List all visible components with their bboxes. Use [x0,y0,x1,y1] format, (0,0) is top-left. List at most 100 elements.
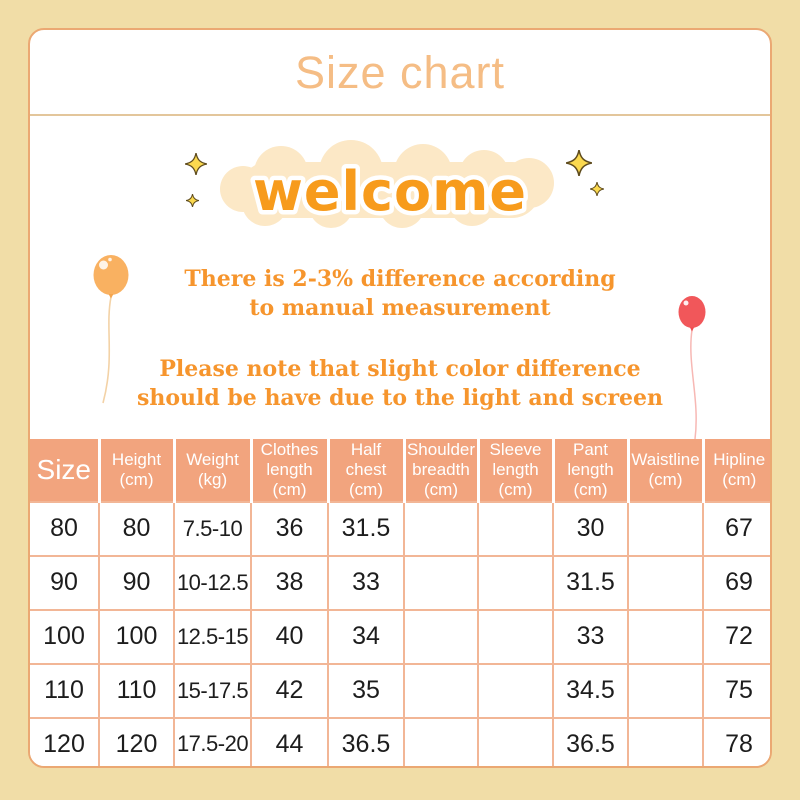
header-label: Waistline [631,449,700,469]
welcome-text: welcome [248,156,530,228]
table-cell: 33 [327,554,405,611]
table-cell: 10-12.5 [173,554,252,611]
sparkle-icon [590,182,604,196]
table-cell: 110 [30,662,100,719]
table-cell [627,662,704,719]
header-label: Weight [186,449,239,469]
table-row: 100 100 12.5-15 40 34 33 72 [30,608,770,665]
table-cell [477,608,554,665]
table-cell: 120 [30,716,100,766]
welcome-cloud [220,140,555,229]
header-label: Size [36,454,91,486]
table-cell [627,716,704,766]
note-line: Please note that slight color difference [159,356,641,382]
table-cell [477,662,554,719]
table-cell: 100 [98,608,175,665]
table-cell: 42 [250,662,329,719]
header-unit: (cm) [119,470,154,489]
table-cell: 44 [250,716,329,766]
header-unit: (cm) [498,480,533,500]
header-label: Clothes length [260,439,319,479]
header-cell-clothes-length: Clothes length (cm) [249,439,330,503]
table-cell: 40 [250,608,329,665]
table-cell: 90 [30,554,100,611]
table-cell [403,554,479,611]
table-cell: 31.5 [552,554,629,611]
table-cell [477,716,554,766]
header-cell-weight: Weight (kg) [172,439,253,503]
header-row: Size Height (cm) Weight (kg) Clothes length (c… [30,439,770,503]
table-row: 80 80 7.5-10 36 31.5 30 67 [30,501,770,557]
table-cell: 31.5 [327,501,405,557]
size-chart-card: Size chart welcome [28,28,772,768]
table-cell [477,501,554,557]
table-cell: 15-17.5 [173,662,252,719]
sparkle-icon [185,153,207,175]
size-table: Size Height (cm) Weight (kg) Clothes length (c… [30,439,770,766]
note-line: to manual measurement [249,295,551,321]
table-cell: 17.5-20 [173,716,252,766]
table-cell: 36.5 [327,716,405,766]
header-label: Sleeve length [489,439,542,479]
red-balloon-icon [678,296,706,440]
table-cell [403,608,479,665]
table-body: 80 80 7.5-10 36 31.5 30 67 90 90 10-12.5 38 33 31.5 6… [30,501,770,766]
header-unit: (cm) [648,470,683,489]
table-cell [627,554,704,611]
header-unit: (cm) [722,470,757,489]
header-cell-pant-length: Pant length (cm) [551,439,630,503]
header-cell-sleeve-length: Sleeve length (cm) [476,439,555,503]
header-label: Shoulder breadth [406,439,476,479]
header-unit: (kg) [197,470,228,489]
header-cell-size: Size [30,439,101,503]
table-cell [403,501,479,557]
table-cell: 80 [98,501,175,557]
page-title: Size chart [294,47,506,98]
table-cell: 69 [702,554,770,611]
table-cell: 110 [98,662,175,719]
table-cell: 72 [702,608,770,665]
sparkle-icon [566,150,592,176]
table-row: 90 90 10-12.5 38 33 31.5 69 [30,554,770,611]
table-cell [627,608,704,665]
table-cell: 80 [30,501,100,557]
header-cell-waistline: Waistline (cm) [626,439,705,503]
table-cell: 36.5 [552,716,629,766]
table-cell: 100 [30,608,100,665]
header-cell-hipline: Hipline (cm) [701,439,770,503]
table-cell: 38 [250,554,329,611]
header-label: Hipline [713,449,766,469]
table-cell: 34 [327,608,405,665]
table-cell: 12.5-15 [173,608,252,665]
table-cell [403,662,479,719]
note-line: should be have due to the light and scre… [136,385,664,411]
table-cell [477,554,554,611]
color-difference-note: Please note that slight color difference… [30,355,770,413]
table-cell: 90 [98,554,175,611]
header-cell-height: Height (cm) [97,439,176,503]
table-cell: 35 [327,662,405,719]
svg-text:welcome: welcome [253,160,527,223]
table-cell: 67 [702,501,770,557]
header-cell-shoulder-breadth: Shoulder breadth (cm) [402,439,480,503]
orange-balloon-icon [93,255,129,404]
table-cell: 75 [702,662,770,719]
header-unit: (cm) [272,480,307,500]
title-divider [30,114,770,116]
table-cell: 120 [98,716,175,766]
header-label: Pant length [567,439,614,479]
table-cell: 33 [552,608,629,665]
header-unit: (cm) [573,480,608,500]
table-cell: 30 [552,501,629,557]
table-cell: 36 [250,501,329,557]
header-label: Height [111,449,162,469]
header-unit: (cm) [349,480,383,500]
table-cell [403,716,479,766]
header-label: Half chest [345,439,387,479]
table-cell [627,501,704,557]
table-row: 110 110 15-17.5 42 35 34.5 75 [30,662,770,719]
header-unit: (cm) [424,480,458,500]
table-cell: 34.5 [552,662,629,719]
table-row: 120 120 17.5-20 44 36.5 36.5 78 [30,716,770,766]
